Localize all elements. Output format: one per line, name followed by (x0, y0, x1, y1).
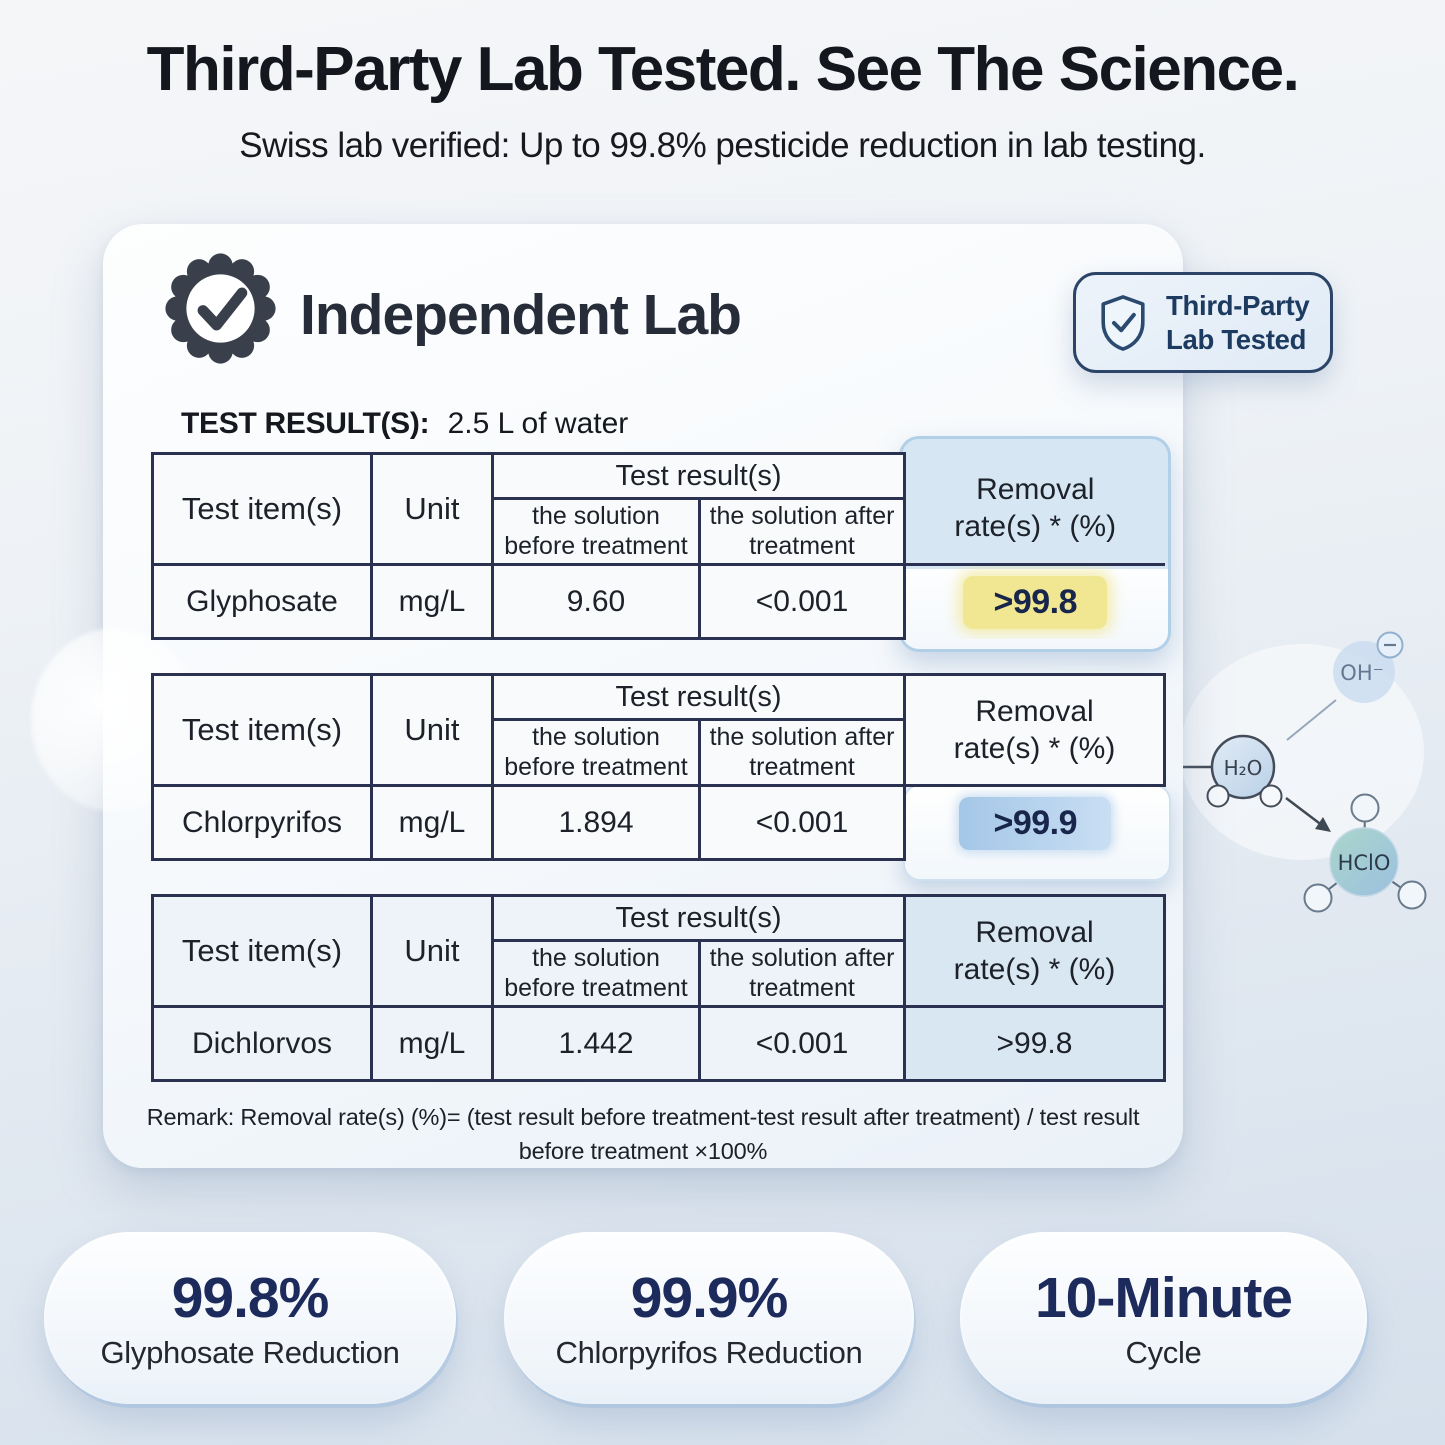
verified-seal-icon (165, 253, 276, 364)
cell-unit: mg/L (370, 784, 494, 861)
header-unit: Unit (370, 894, 494, 1008)
removal-header-line1: Removal (976, 472, 1095, 506)
cell-after: <0.001 (698, 1005, 906, 1082)
header-test-results-group: Test result(s) (491, 452, 906, 500)
badge-text: Third-Party Lab Tested (1166, 289, 1310, 356)
cell-test-item: Dichlorvos (151, 1005, 373, 1082)
removal-header-line2: rate(s) * (%) (953, 953, 1116, 986)
header-removal-rate: Removal rate(s) * (%) (903, 894, 1166, 1008)
header-removal-rate: Removal rate(s) * (%) (903, 673, 1166, 787)
cell-test-item: Glyphosate (151, 563, 373, 640)
hclo-molecule: HClO (1303, 793, 1427, 913)
header-before-treatment: the solution before treatment (491, 718, 701, 787)
removal-header-line2: rate(s) * (%) (953, 732, 1116, 765)
table-row: Glyphosate mg/L 9.60 <0.001 >99.8 (151, 563, 1165, 640)
cell-after: <0.001 (698, 563, 906, 640)
check-icon (197, 287, 248, 331)
header-after-treatment: the solution after treatment (698, 718, 906, 787)
table-row: Chlorpyrifos mg/L 1.894 <0.001 >99.9 (151, 784, 1165, 861)
h2o-molecule: H₂O (1160, 734, 1283, 808)
remark-text: Remark: Removal rate(s) (%)= (test resul… (146, 1104, 1140, 1165)
lab-report-card: Independent Lab Third-Party Lab Tested T… (31, 224, 1333, 1168)
cell-before: 1.894 (491, 784, 701, 861)
cell-before: 1.442 (491, 1005, 701, 1082)
cell-after: <0.001 (698, 784, 906, 861)
results-table-dichlorvos: Test item(s) Unit Test result(s) Removal… (151, 894, 1166, 1082)
third-party-badge: Third-Party Lab Tested (1073, 272, 1333, 373)
highlight-value: >99.8 (963, 575, 1108, 629)
oh-label: OH⁻ (1340, 661, 1383, 685)
test-results-label: TEST RESULT(S): (181, 407, 430, 440)
highlight-value: >99.9 (959, 796, 1112, 850)
header-after-treatment: the solution after treatment (698, 939, 906, 1008)
header-test-results-group: Test result(s) (491, 673, 906, 721)
cell-removal-rate: >99.8 (903, 1005, 1166, 1082)
cell-before: 9.60 (491, 563, 701, 640)
test-results-value: 2.5 L of water (447, 407, 629, 440)
cell-removal-rate: >99.9 (903, 784, 1165, 860)
stat-value: 99.9% (630, 1266, 789, 1330)
cell-unit: mg/L (370, 1005, 494, 1082)
bond-line (1286, 699, 1337, 741)
cell-removal-rate: >99.8 (903, 563, 1165, 639)
header-test-results-group: Test result(s) (491, 894, 906, 942)
badge-line1: Third-Party (1166, 289, 1310, 321)
page-title: Third-Party Lab Tested. See The Science. (146, 35, 1300, 104)
table-header-row: Test item(s) Unit Test result(s) Removal… (151, 452, 1165, 566)
stat-pill-glyphosate: 99.8% Glyphosate Reduction (44, 1232, 456, 1404)
header-test-item: Test item(s) (151, 894, 373, 1008)
removal-header-line1: Removal (975, 915, 1094, 949)
stat-pill-cycle: 10-Minute Cycle (960, 1232, 1367, 1404)
hclo-label: HClO (1338, 851, 1391, 875)
table-subheader-row: the solution before treatment the soluti… (153, 718, 1165, 787)
reaction-arrow-icon (1285, 797, 1331, 832)
test-results-heading: TEST RESULT(S): 2.5 L of water (181, 407, 628, 441)
shield-check-icon (1101, 294, 1145, 351)
table-header-row: Test item(s) Unit Test result(s) Removal… (151, 673, 1166, 787)
stat-label: Cycle (1125, 1335, 1202, 1370)
header-test-item: Test item(s) (151, 673, 373, 787)
header-removal-rate: Removal rate(s) * (%) (903, 453, 1165, 566)
header-unit: Unit (370, 673, 494, 787)
header-unit: Unit (370, 452, 494, 566)
stat-value: 99.8% (171, 1266, 330, 1330)
cell-test-item: Chlorpyrifos (151, 784, 373, 861)
table-subheader-row: the solution before treatment the soluti… (153, 497, 1165, 566)
header-before-treatment: the solution before treatment (491, 939, 701, 1008)
header-test-item: Test item(s) (151, 452, 373, 566)
stat-label: Chlorpyrifos Reduction (555, 1335, 863, 1370)
table-subheader-row: the solution before treatment the soluti… (153, 939, 1165, 1008)
table-header-row: Test item(s) Unit Test result(s) Removal… (151, 894, 1166, 1008)
h2o-label: H₂O (1224, 756, 1263, 780)
page-subtitle: Swiss lab verified: Up to 99.8% pesticid… (239, 126, 1206, 165)
results-table-chlorpyrifos: Test item(s) Unit Test result(s) Removal… (151, 673, 1166, 861)
oh-ion: OH⁻ (1333, 631, 1404, 703)
table-row: Dichlorvos mg/L 1.442 <0.001 >99.8 (151, 1005, 1166, 1082)
stat-label: Glyphosate Reduction (100, 1335, 400, 1370)
removal-header-line2: rate(s) * (%) (954, 510, 1117, 544)
reaction-diagram: OH⁻ H₂O HClO (1160, 631, 1427, 913)
badge-line2: Lab Tested (1166, 323, 1307, 355)
lab-title: Independent Lab (300, 283, 742, 347)
header-before-treatment: the solution before treatment (491, 497, 701, 566)
stat-pill-chlorpyrifos: 99.9% Chlorpyrifos Reduction (504, 1232, 914, 1404)
stat-value: 10-Minute (1034, 1266, 1293, 1330)
cell-unit: mg/L (370, 563, 494, 640)
header-after-treatment: the solution after treatment (698, 497, 906, 566)
results-table-glyphosate: Test item(s) Unit Test result(s) Removal… (151, 452, 1165, 640)
removal-header-line1: Removal (975, 694, 1094, 728)
